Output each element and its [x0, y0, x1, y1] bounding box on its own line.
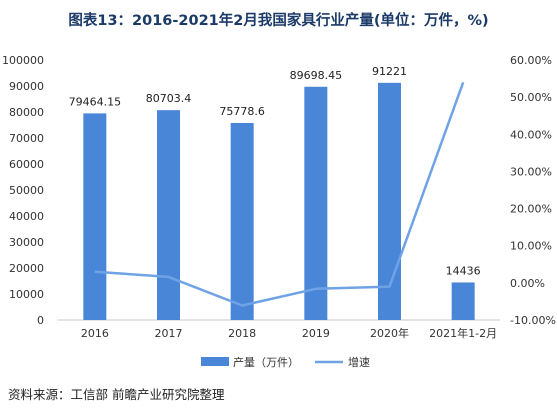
x-tick-label: 2021年1-2月: [429, 326, 497, 340]
y-left-tick-label: 80000: [9, 106, 44, 119]
bar: [83, 113, 107, 320]
bar: [378, 82, 401, 320]
x-tick-label: 2018: [228, 327, 256, 340]
x-tick-label: 2017: [155, 327, 183, 340]
y-left-tick-label: 60000: [9, 158, 44, 171]
y-right-tick-label: 50.00%: [510, 91, 552, 104]
bar-data-label: 91221: [372, 65, 407, 78]
y-right-tick-label: 20.00%: [510, 203, 552, 216]
bar-data-label: 14436: [446, 264, 481, 277]
y-left-tick-label: 20000: [9, 262, 44, 275]
y-right-tick-label: -10.00%: [510, 314, 556, 327]
legend-line-label: 增速: [348, 355, 370, 369]
bar-data-label: 89698.45: [290, 69, 343, 82]
bar-data-label: 80703.4: [146, 92, 192, 105]
y-left-tick-label: 40000: [9, 210, 44, 223]
y-right-tick-label: 0.00%: [510, 277, 545, 290]
y-left-tick-label: 0: [37, 314, 44, 327]
y-left-tick-label: 90000: [9, 80, 44, 93]
bar: [157, 110, 180, 320]
y-right-tick-label: 40.00%: [510, 128, 552, 141]
bar: [451, 282, 475, 320]
legend-bar-swatch: [201, 357, 229, 366]
bar-data-label: 75778.6: [219, 105, 265, 118]
y-right-tick-label: 10.00%: [510, 240, 552, 253]
x-tick-label: 2019: [302, 327, 330, 340]
source-note: 资料来源：工信部 前瞻产业研究院整理: [8, 387, 225, 402]
x-tick-label: 2016: [81, 327, 109, 340]
y-left-tick-label: 10000: [9, 288, 44, 301]
chart-title: 图表13：2016-2021年2月我国家具行业产量(单位：万件，%): [68, 13, 489, 29]
y-left-tick-label: 100000: [2, 54, 44, 67]
legend-bar-label: 产量（万件）: [233, 355, 299, 369]
y-left-tick-label: 50000: [9, 184, 44, 197]
y-left-tick-label: 30000: [9, 236, 44, 249]
y-right-tick-label: 30.00%: [510, 165, 552, 178]
bar: [230, 122, 254, 320]
y-right-tick-label: 60.00%: [510, 54, 552, 67]
y-left-tick-label: 70000: [9, 132, 44, 145]
x-tick-label: 2020年: [370, 326, 409, 340]
growth-line: [94, 81, 465, 307]
bar: [304, 86, 328, 320]
bar-data-label: 79464.15: [69, 95, 122, 108]
